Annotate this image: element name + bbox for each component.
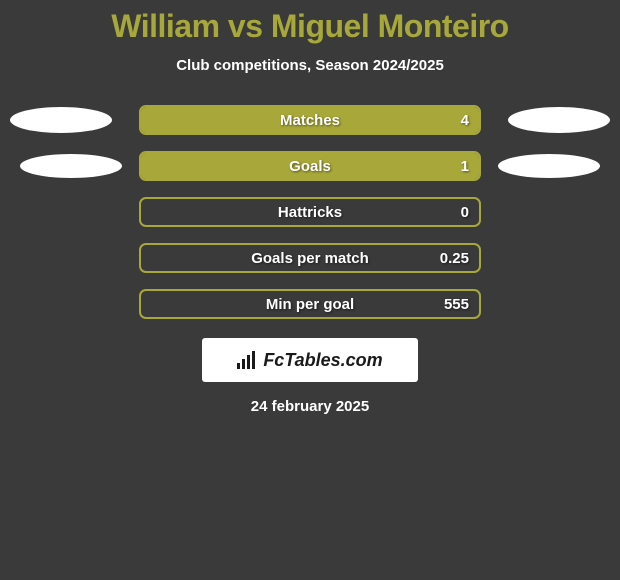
stat-label: Goals per match bbox=[251, 250, 369, 267]
stat-bar: Hattricks 0 bbox=[139, 197, 481, 227]
stat-bar: Min per goal 555 bbox=[139, 289, 481, 319]
stat-row-hattricks: Hattricks 0 bbox=[0, 196, 620, 228]
stat-row-goals-per-match: Goals per match 0.25 bbox=[0, 242, 620, 274]
subtitle: Club competitions, Season 2024/2025 bbox=[0, 57, 620, 74]
stat-value: 1 bbox=[461, 158, 469, 175]
stat-row-goals: Goals 1 bbox=[0, 150, 620, 182]
stat-label: Goals bbox=[289, 158, 331, 175]
player-right-marker bbox=[508, 107, 610, 133]
stat-bar: Matches 4 bbox=[139, 105, 481, 135]
stat-label: Matches bbox=[280, 112, 340, 129]
page-title: William vs Miguel Monteiro bbox=[0, 8, 620, 45]
player-left-marker bbox=[20, 154, 122, 178]
logo-text: FcTables.com bbox=[263, 350, 382, 371]
stat-bar: Goals per match 0.25 bbox=[139, 243, 481, 273]
stat-bar: Goals 1 bbox=[139, 151, 481, 181]
logo-box[interactable]: FcTables.com bbox=[202, 338, 418, 382]
stat-label: Hattricks bbox=[278, 204, 342, 221]
stat-value: 555 bbox=[444, 296, 469, 313]
stat-row-min-per-goal: Min per goal 555 bbox=[0, 288, 620, 320]
player-left-marker bbox=[10, 107, 112, 133]
player-right-marker bbox=[498, 154, 600, 178]
date-text: 24 february 2025 bbox=[0, 398, 620, 415]
stats-comparison-card: William vs Miguel Monteiro Club competit… bbox=[0, 0, 620, 415]
chart-icon bbox=[237, 351, 257, 369]
stat-row-matches: Matches 4 bbox=[0, 104, 620, 136]
stat-value: 4 bbox=[461, 112, 469, 129]
stat-value: 0.25 bbox=[440, 250, 469, 267]
stat-value: 0 bbox=[461, 204, 469, 221]
stat-label: Min per goal bbox=[266, 296, 354, 313]
